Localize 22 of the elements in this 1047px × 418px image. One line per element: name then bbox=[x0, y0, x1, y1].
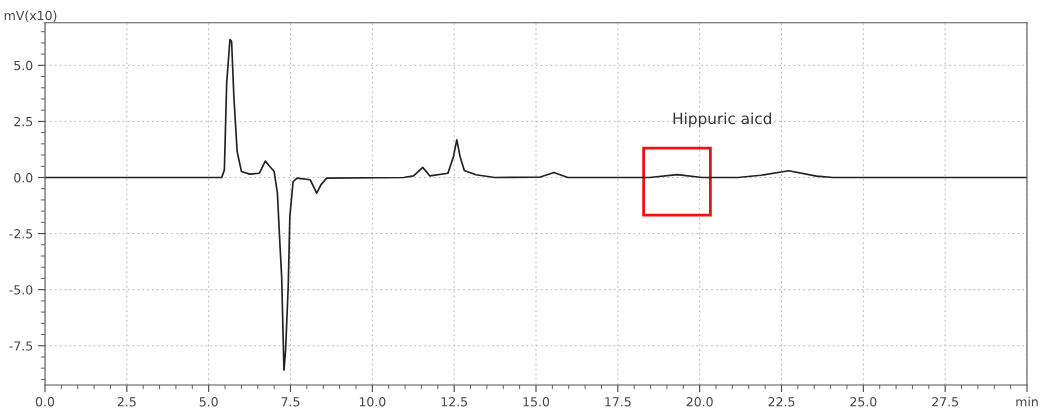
x-tick-label: 10.0 bbox=[359, 397, 386, 407]
x-tick-label: min bbox=[1016, 396, 1038, 407]
y-tick-label: 2.5 bbox=[14, 116, 33, 127]
x-tick-label: 25.0 bbox=[850, 397, 877, 407]
x-tick-label: 12.5 bbox=[441, 397, 467, 407]
x-tick-label: 22.5 bbox=[768, 397, 795, 407]
x-tick-label: 5.0 bbox=[199, 397, 218, 407]
y-tick-label: 0.0 bbox=[14, 172, 33, 183]
y-tick-label: -7.5 bbox=[9, 341, 33, 351]
x-tick-label: 17.5 bbox=[605, 397, 631, 407]
x-tick-label: 0.0 bbox=[35, 397, 55, 407]
y-tick-label: -2.5 bbox=[9, 229, 33, 239]
x-tick-label: 2.5 bbox=[117, 397, 136, 407]
y-tick-label: -5.0 bbox=[9, 285, 33, 295]
x-tick-label: 15.0 bbox=[523, 397, 550, 407]
x-tick-label: 20.0 bbox=[686, 397, 713, 407]
line-series bbox=[45, 38, 1027, 372]
y-tick-label: 5.0 bbox=[14, 60, 33, 71]
x-tick-label: 27.5 bbox=[932, 397, 958, 407]
x-tick-label: 7.5 bbox=[281, 397, 300, 407]
y-axis-title: mV(x10) bbox=[4, 10, 57, 22]
annotation: Hippuric aicd bbox=[673, 112, 772, 128]
